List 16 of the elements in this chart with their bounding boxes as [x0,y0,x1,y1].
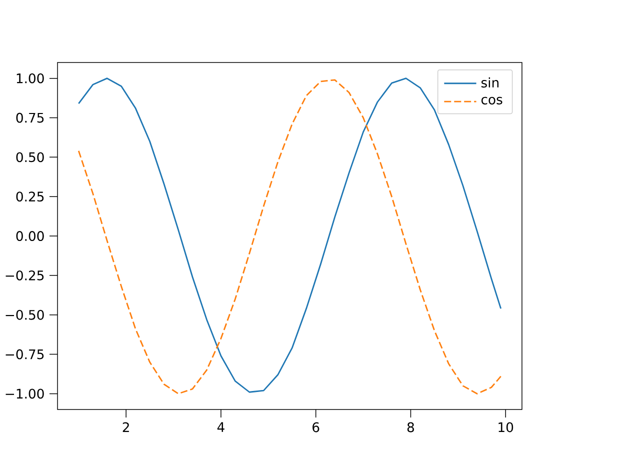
x-tick-label: 2 [122,422,129,432]
y-tick-label: −0.75 [6,349,44,360]
legend-label: cos [481,96,502,104]
y-tick-label: 0.00 [16,230,44,241]
y-tick-label: −0.50 [6,310,44,320]
y-tick-label: −1.00 [6,388,44,399]
y-tick-label: 1.00 [16,73,44,84]
x-tick-label: 4 [217,422,224,432]
legend-label: sin [481,77,498,88]
y-tick-label: −0.25 [6,270,44,280]
x-tick-label: 10 [498,422,514,432]
y-tick-label: 0.25 [16,192,44,202]
y-tick-label: 0.50 [16,152,44,162]
y-tick-label: 0.75 [16,112,44,123]
x-tick-label: 6 [312,422,320,432]
x-tick-label: 8 [407,422,414,432]
